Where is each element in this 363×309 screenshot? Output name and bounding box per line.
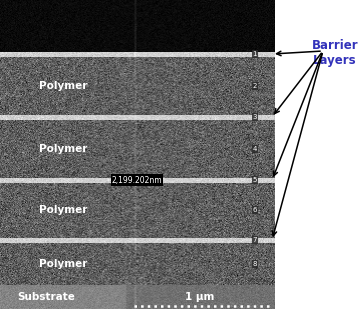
Text: 7: 7 xyxy=(253,237,257,243)
Text: Polymer: Polymer xyxy=(39,81,87,91)
Text: Substrate: Substrate xyxy=(18,292,76,302)
Text: 5: 5 xyxy=(253,177,257,183)
Text: Polymer: Polymer xyxy=(39,205,87,215)
Text: 4: 4 xyxy=(253,146,257,152)
Text: 6: 6 xyxy=(253,207,257,213)
Text: 2: 2 xyxy=(253,83,257,89)
Text: Barrier
Layers: Barrier Layers xyxy=(312,39,358,67)
Text: 1 μm: 1 μm xyxy=(185,292,215,302)
Text: 3: 3 xyxy=(253,114,257,120)
Text: 1: 1 xyxy=(253,51,257,57)
Text: 8: 8 xyxy=(253,261,257,267)
Text: 2,199.202nm: 2,199.202nm xyxy=(112,176,162,184)
Text: Polymer: Polymer xyxy=(39,144,87,154)
Text: Polymer: Polymer xyxy=(39,259,87,269)
